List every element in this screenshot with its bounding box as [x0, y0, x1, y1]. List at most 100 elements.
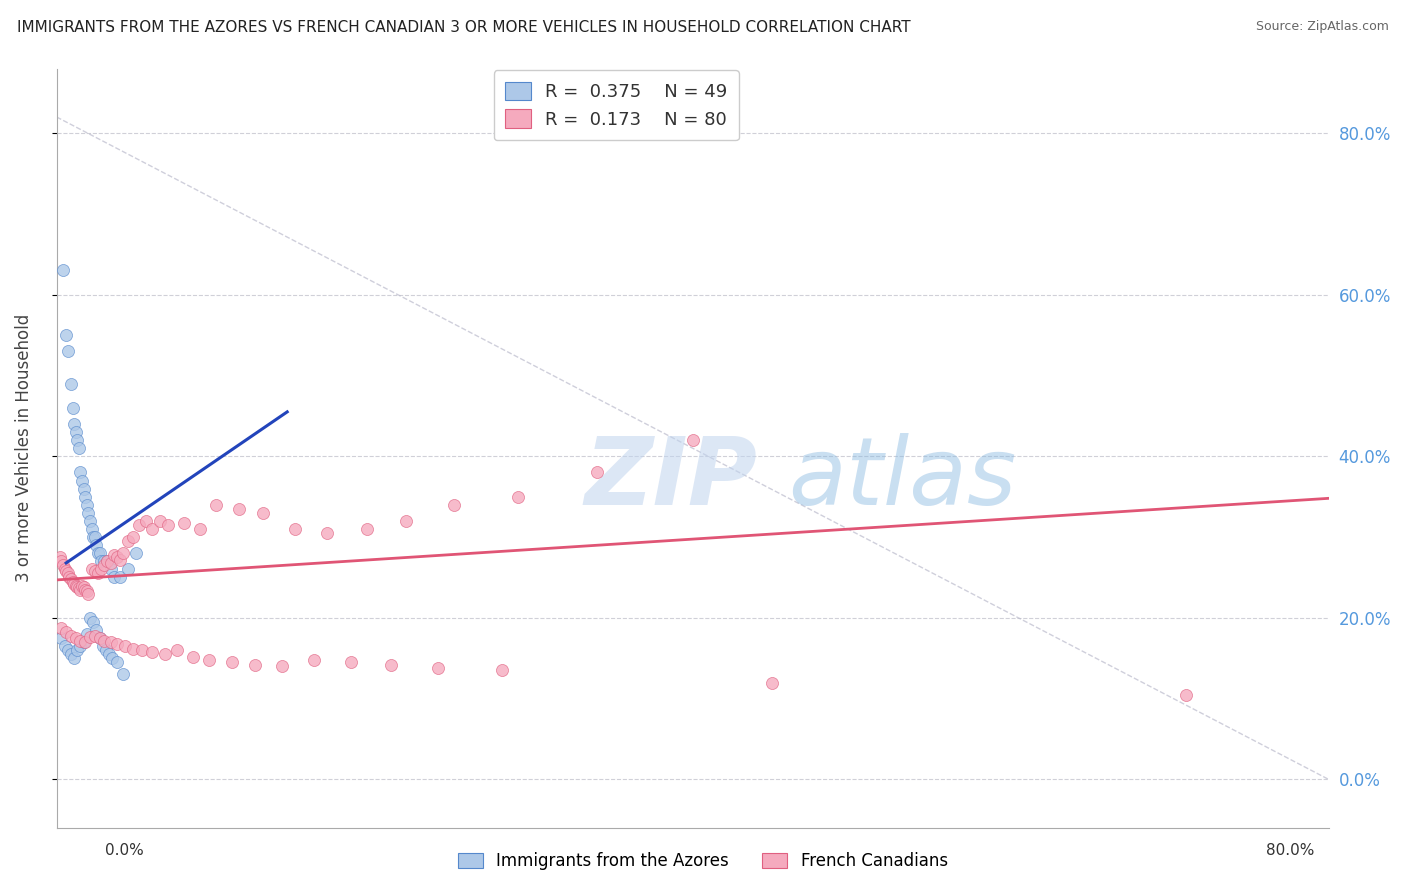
Point: [72, 482, 94, 496]
Point: [75, 582, 97, 597]
Point: [77, 587, 100, 601]
Point: [110, 570, 132, 584]
Point: [101, 651, 124, 665]
Point: [131, 643, 153, 657]
Point: [110, 552, 132, 566]
Point: [63, 417, 86, 431]
Point: [93, 633, 115, 648]
Point: [93, 558, 115, 573]
Text: IMMIGRANTS FROM THE AZORES VS FRENCH CANADIAN 3 OR MORE VEHICLES IN HOUSEHOLD CO: IMMIGRANTS FROM THE AZORES VS FRENCH CAN…: [17, 20, 911, 35]
Y-axis label: 3 or more Vehicles in Household: 3 or more Vehicles in Household: [15, 314, 32, 582]
Point: [59, 572, 82, 586]
Point: [69, 582, 91, 597]
Point: [100, 635, 122, 649]
Point: [316, 526, 339, 541]
Point: [52, 558, 75, 573]
Point: [340, 656, 363, 670]
Point: [58, 570, 80, 584]
Point: [117, 534, 139, 549]
Point: [69, 633, 91, 648]
Point: [380, 657, 402, 672]
Text: 0.0%: 0.0%: [105, 843, 145, 858]
Point: [228, 501, 250, 516]
Point: [112, 546, 135, 560]
Point: [395, 514, 418, 528]
Point: [156, 518, 179, 533]
Point: [72, 580, 94, 594]
Point: [83, 629, 105, 643]
Point: [204, 498, 226, 512]
Point: [271, 659, 294, 673]
Point: [66, 580, 89, 594]
Point: [93, 554, 115, 568]
Point: [252, 506, 274, 520]
Point: [80, 522, 103, 536]
Point: [80, 562, 103, 576]
Point: [49, 550, 72, 565]
Point: [443, 498, 465, 512]
Point: [86, 623, 108, 637]
Point: [69, 639, 91, 653]
Point: [125, 546, 148, 560]
Point: [427, 661, 450, 675]
Point: [356, 522, 378, 536]
Point: [75, 635, 97, 649]
Point: [56, 643, 79, 657]
Point: [135, 514, 157, 528]
Point: [65, 578, 87, 592]
Point: [59, 629, 82, 643]
Point: [59, 376, 82, 391]
Point: [87, 566, 110, 581]
Point: [82, 530, 104, 544]
Point: [82, 615, 104, 629]
Point: [55, 564, 77, 578]
Point: [105, 656, 128, 670]
Point: [66, 643, 89, 657]
Point: [1174, 688, 1197, 702]
Point: [141, 645, 163, 659]
Point: [682, 433, 704, 447]
Text: atlas: atlas: [789, 434, 1017, 524]
Point: [66, 433, 89, 447]
Point: [51, 631, 73, 645]
Point: [103, 570, 125, 584]
Point: [302, 653, 325, 667]
Point: [114, 639, 136, 653]
Point: [55, 328, 77, 343]
Point: [166, 643, 188, 657]
Point: [90, 554, 112, 568]
Point: [91, 639, 114, 653]
Point: [100, 556, 122, 570]
Text: 80.0%: 80.0%: [1267, 843, 1315, 858]
Point: [122, 641, 145, 656]
Point: [128, 518, 150, 533]
Point: [83, 530, 105, 544]
Point: [67, 442, 90, 456]
Point: [245, 657, 267, 672]
Point: [70, 474, 93, 488]
Point: [94, 643, 117, 657]
Point: [77, 506, 100, 520]
Point: [72, 635, 94, 649]
Point: [75, 490, 97, 504]
Point: [63, 651, 86, 665]
Point: [491, 664, 513, 678]
Point: [506, 490, 529, 504]
Point: [65, 425, 87, 439]
Point: [198, 653, 221, 667]
Point: [65, 631, 87, 645]
Point: [105, 637, 128, 651]
Point: [53, 562, 76, 576]
Point: [89, 631, 111, 645]
Point: [221, 656, 243, 670]
Point: [89, 546, 111, 560]
Legend: R =  0.375    N = 49, R =  0.173    N = 80: R = 0.375 N = 49, R = 0.173 N = 80: [494, 70, 740, 140]
Point: [62, 401, 84, 415]
Legend: Immigrants from the Azores, French Canadians: Immigrants from the Azores, French Canad…: [451, 846, 955, 877]
Point: [183, 649, 205, 664]
Point: [52, 263, 75, 277]
Text: Source: ZipAtlas.com: Source: ZipAtlas.com: [1256, 20, 1389, 33]
Point: [96, 554, 118, 568]
Point: [62, 574, 84, 589]
Point: [96, 554, 118, 568]
